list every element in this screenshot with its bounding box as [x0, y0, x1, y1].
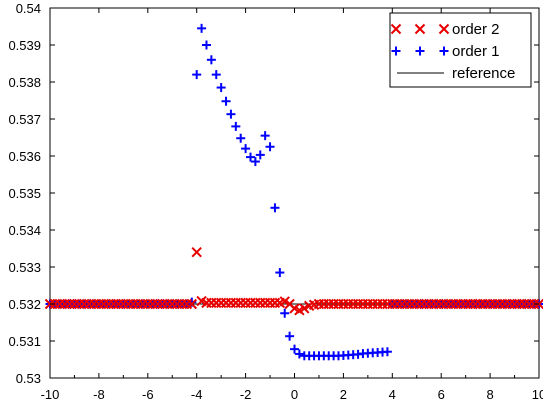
plus-marker	[250, 157, 260, 167]
y-tick-label: 0.538	[8, 75, 41, 90]
y-tick-label: 0.533	[8, 260, 41, 275]
plus-marker	[201, 40, 211, 50]
plus-marker	[260, 131, 270, 141]
x-tick-label: 8	[486, 387, 493, 402]
plus-marker	[236, 133, 246, 143]
x-marker	[186, 298, 198, 310]
legend-label: order 1	[452, 43, 500, 60]
y-tick-label: 0.537	[8, 112, 41, 127]
plus-marker	[265, 142, 275, 152]
x-tick-label: -10	[41, 387, 60, 402]
legend-plus-marker	[439, 46, 449, 56]
y-tick-label: 0.539	[8, 38, 41, 53]
y-tick-label: 0.536	[8, 149, 41, 164]
plus-marker	[226, 109, 236, 119]
x-tick-label: -4	[191, 387, 203, 402]
legend-plus-marker	[415, 46, 425, 56]
plus-marker	[197, 23, 207, 33]
x-tick-label: 4	[389, 387, 396, 402]
x-tick-label: -8	[93, 387, 105, 402]
plus-marker	[241, 144, 251, 154]
legend-x-marker	[438, 23, 450, 35]
plus-marker	[255, 150, 265, 160]
x-tick-label: 10	[532, 387, 543, 402]
plus-marker	[280, 308, 290, 318]
x-tick-label: 6	[438, 387, 445, 402]
plus-marker	[382, 347, 392, 357]
plus-marker	[211, 70, 221, 80]
x-marker	[191, 246, 202, 258]
plus-marker	[231, 121, 241, 131]
legend-entry: order 1	[391, 43, 500, 60]
plus-marker	[192, 70, 202, 80]
x-tick-label: 0	[291, 387, 298, 402]
plus-marker	[245, 152, 255, 162]
plus-marker	[294, 349, 304, 359]
plus-marker	[221, 96, 231, 106]
legend-x-marker	[414, 23, 426, 35]
y-tick-label: 0.534	[8, 223, 41, 238]
plus-marker	[216, 83, 226, 93]
plus-marker	[206, 55, 216, 65]
y-tick-label: 0.535	[8, 186, 41, 201]
legend-label: reference	[452, 65, 515, 82]
plus-marker	[290, 344, 299, 354]
x-tick-label: 2	[340, 387, 347, 402]
legend-entry: order 2	[390, 21, 500, 38]
legend-plus-marker	[391, 46, 401, 56]
y-tick-label: 0.54	[16, 1, 41, 16]
y-axis: 0.53 0.531 0.532 0.533 0.534 0.535 0.536 0.537 0…	[8, 1, 539, 386]
marker-layer	[44, 23, 543, 361]
x-marker	[299, 303, 310, 314]
x-axis: -10 -8 -6 -4 -2 0 2 4 6 8 10	[41, 8, 543, 402]
y-tick-label: 0.531	[8, 334, 41, 349]
legend-label: order 2	[452, 21, 500, 38]
y-tick-label: 0.53	[16, 371, 41, 386]
legend-entry: reference	[397, 65, 515, 82]
x-tick-label: -2	[240, 387, 252, 402]
legend: order 2 order 1 reference	[389, 12, 532, 88]
series-order-2	[44, 246, 543, 316]
plus-marker	[270, 203, 280, 213]
plus-marker	[285, 331, 295, 341]
y-tick-label: 0.532	[8, 297, 41, 312]
legend-box	[389, 12, 532, 88]
x-marker	[279, 296, 290, 307]
plus-marker	[275, 268, 285, 278]
legend-entries: order 2 order 1 reference	[390, 21, 515, 82]
x-tick-label: -6	[142, 387, 154, 402]
legend-x-marker	[390, 23, 402, 35]
